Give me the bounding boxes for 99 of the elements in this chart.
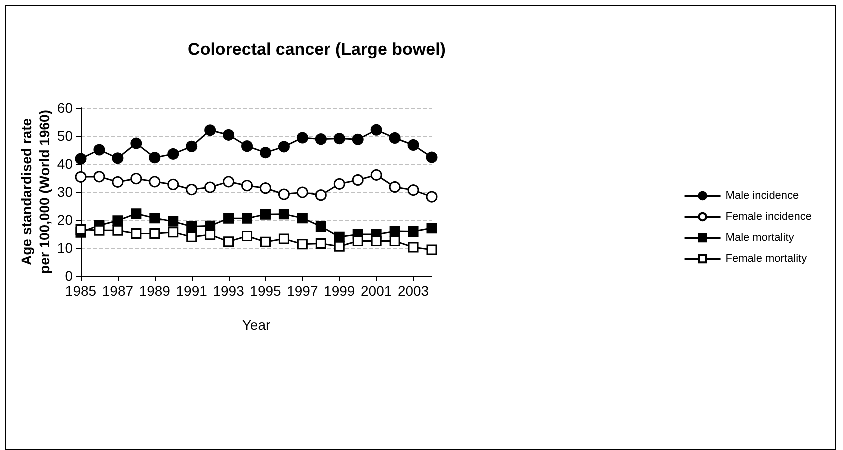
point: [296, 132, 308, 144]
point: [242, 213, 253, 224]
point: [260, 182, 272, 194]
point: [242, 140, 254, 152]
x-tick-label: 2001: [361, 283, 392, 299]
point: [224, 236, 234, 248]
point: [334, 178, 346, 190]
point: [186, 221, 198, 232]
x-tick-label: 1995: [250, 283, 282, 299]
point: [76, 224, 86, 236]
point: [315, 134, 327, 146]
x-tick-label: 1989: [139, 283, 171, 299]
point: [278, 209, 290, 220]
point: [150, 213, 160, 224]
point: [334, 232, 345, 242]
point: [131, 228, 142, 239]
point: [408, 242, 419, 253]
y-tick-label: 0: [65, 268, 74, 284]
chart-title: Colorectal cancer (Large bowel): [188, 40, 446, 59]
point: [426, 223, 438, 234]
point: [186, 184, 198, 196]
point: [242, 180, 254, 192]
point: [149, 176, 161, 188]
point: [408, 184, 420, 196]
point: [168, 178, 180, 190]
y-tick-label: 50: [57, 128, 74, 144]
point: [130, 138, 142, 150]
point: [223, 129, 235, 141]
point: [168, 227, 179, 238]
point: [408, 139, 420, 151]
point: [204, 124, 216, 136]
point: [112, 225, 124, 236]
point: [370, 169, 382, 181]
point: [408, 226, 419, 238]
point: [168, 148, 180, 160]
point: [389, 132, 401, 144]
point: [260, 147, 272, 159]
point: [75, 153, 87, 165]
y-axis-title: Age standardised rate per 100,000 (World 1960): [18, 110, 53, 274]
y-tick-label: 20: [57, 212, 74, 228]
point: [316, 238, 326, 250]
point: [316, 221, 326, 232]
x-tick-label: 1993: [213, 283, 245, 299]
point: [260, 236, 271, 248]
point: [352, 236, 364, 247]
point: [352, 174, 364, 186]
point: [334, 241, 345, 252]
point: [94, 171, 106, 183]
point: [260, 209, 271, 220]
point: [371, 236, 382, 247]
x-tick-label: 2003: [398, 283, 430, 299]
point: [223, 176, 235, 188]
point: [112, 152, 124, 164]
point: [278, 141, 290, 153]
point: [426, 244, 438, 256]
x-tick-label: 1985: [65, 283, 97, 299]
x-tick-label: 1997: [287, 283, 318, 299]
point: [334, 133, 346, 145]
legend-label: Female incidence: [726, 211, 812, 223]
point: [205, 230, 216, 240]
point: [389, 181, 401, 193]
y-tick-label: 60: [57, 100, 74, 116]
point: [370, 124, 382, 136]
point: [150, 228, 160, 239]
point: [352, 134, 364, 146]
x-tick-label: 1987: [102, 283, 134, 299]
point: [130, 173, 142, 185]
x-axis-title: Year: [242, 317, 271, 333]
point: [297, 213, 308, 224]
point: [149, 152, 161, 164]
point: [297, 239, 308, 250]
point: [94, 144, 106, 156]
legend-label: Female mortality: [726, 253, 808, 265]
point: [296, 186, 308, 198]
point: [390, 236, 400, 247]
point: [94, 225, 105, 236]
point: [131, 208, 142, 220]
point: [204, 182, 216, 194]
point: [390, 226, 400, 237]
point: [242, 230, 253, 242]
y-tick-label: 30: [57, 184, 74, 200]
legend-label: Male incidence: [726, 190, 800, 202]
y-tick-label: 10: [57, 240, 74, 256]
point: [112, 216, 124, 226]
point: [278, 234, 290, 244]
point: [426, 152, 438, 164]
point: [224, 213, 234, 224]
point: [426, 191, 438, 203]
point: [278, 188, 290, 200]
point: [75, 171, 87, 183]
point: [186, 140, 198, 152]
x-tick-label: 1991: [176, 283, 208, 299]
point: [168, 216, 179, 227]
point: [315, 190, 327, 202]
x-tick-label: 1999: [324, 283, 356, 299]
y-tick-label: 40: [57, 156, 74, 172]
legend-label: Male mortality: [726, 232, 795, 244]
point: [112, 176, 124, 188]
point: [186, 232, 198, 242]
